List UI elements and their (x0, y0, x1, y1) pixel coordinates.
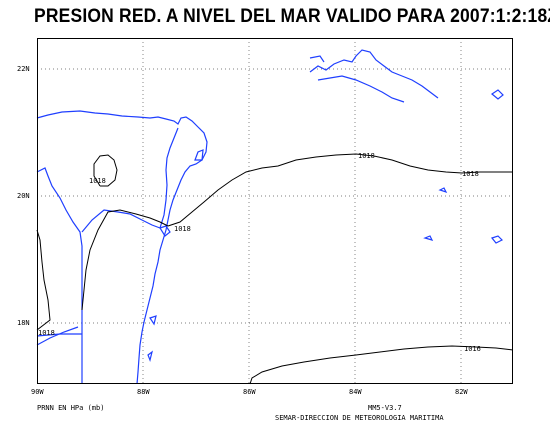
lat-label: 22N (17, 65, 30, 73)
coastline (36, 49, 504, 385)
isobar-label: 1018 (89, 177, 106, 185)
lat-label: 18N (17, 319, 30, 327)
model-version: MM5-V3.7 (368, 404, 402, 412)
map-title: PRESION RED. A NIVEL DEL MAR VALIDO PARA… (34, 6, 550, 27)
lon-label: 82W (455, 388, 468, 396)
lon-label: 90W (31, 388, 44, 396)
map-frame (37, 38, 513, 384)
isobar-label: 1018 (462, 170, 479, 178)
isobar-label: 1018 (174, 225, 191, 233)
lon-label: 86W (243, 388, 256, 396)
organization-credit: SEMAR-DIRECCION DE METEOROLOGIA MARITIMA (275, 414, 444, 422)
lon-label: 88W (137, 388, 150, 396)
lat-label: 20N (17, 192, 30, 200)
lon-label: 84W (349, 388, 362, 396)
isobars (36, 153, 514, 385)
isobar-label: 1018 (38, 329, 55, 337)
isobar-label: 1016 (464, 345, 481, 353)
isobar-label: 1018 (358, 152, 375, 160)
units-label: PRNN EN HPa (mb) (37, 404, 105, 412)
